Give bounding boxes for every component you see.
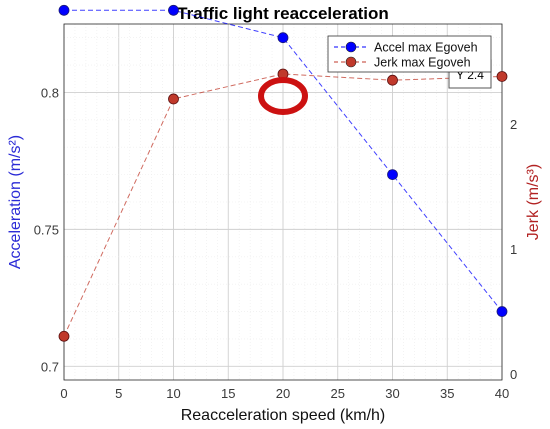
right-y-tick-label: 2: [510, 117, 517, 132]
data-point: [58, 4, 70, 16]
legend-marker: [345, 56, 357, 68]
right-y-tick-labels: 0 1 2: [510, 117, 517, 382]
left-y-tick-labels: 0.7 0.75 0.8: [34, 85, 59, 374]
x-tick-label: 15: [221, 386, 235, 401]
x-tick-label: 30: [385, 386, 399, 401]
data-point: [387, 169, 398, 181]
x-tick-label: 40: [495, 386, 509, 401]
left-y-tick-label: 0.7: [41, 359, 59, 374]
data-point: [496, 71, 508, 82]
data-point: [168, 4, 179, 16]
legend-label: Jerk max Egoveh: [374, 56, 471, 70]
left-y-tick-label: 0.75: [34, 222, 59, 237]
x-tick-label: 10: [166, 386, 180, 401]
series-layer: [58, 4, 508, 342]
highlight-circle: [258, 77, 308, 115]
x-tick-labels: 0 5 10 15 20 25 30 35 40: [60, 386, 509, 401]
data-point: [387, 74, 398, 86]
x-tick-label: 5: [115, 386, 122, 401]
grid: [63, 24, 503, 380]
series-line-0: [64, 9, 503, 312]
legend-label: Accel max Egoveh: [374, 41, 478, 55]
x-axis-label: Reacceleration speed (km/h): [181, 407, 386, 424]
x-tick-label: 25: [331, 386, 345, 401]
legend-box: [327, 35, 492, 73]
chart-title: Traffic light reacceleration: [177, 4, 389, 23]
data-point: [58, 330, 70, 342]
right-y-axis-label: Jerk (m/s³): [525, 164, 542, 240]
left-y-axis-label: Acceleration (m/s²): [7, 135, 24, 269]
plot-frame: [63, 23, 503, 381]
right-y-tick-label: 1: [510, 242, 517, 257]
right-y-tick-label: 0: [510, 367, 517, 382]
x-tick-label: 35: [440, 386, 454, 401]
legend-marker: [345, 41, 357, 53]
data-point: [277, 32, 289, 44]
data-point: [496, 306, 508, 317]
x-tick-label: 0: [60, 386, 67, 401]
left-y-tick-label: 0.8: [41, 85, 59, 100]
x-tick-label: 20: [276, 386, 290, 401]
data-point: [168, 93, 179, 105]
